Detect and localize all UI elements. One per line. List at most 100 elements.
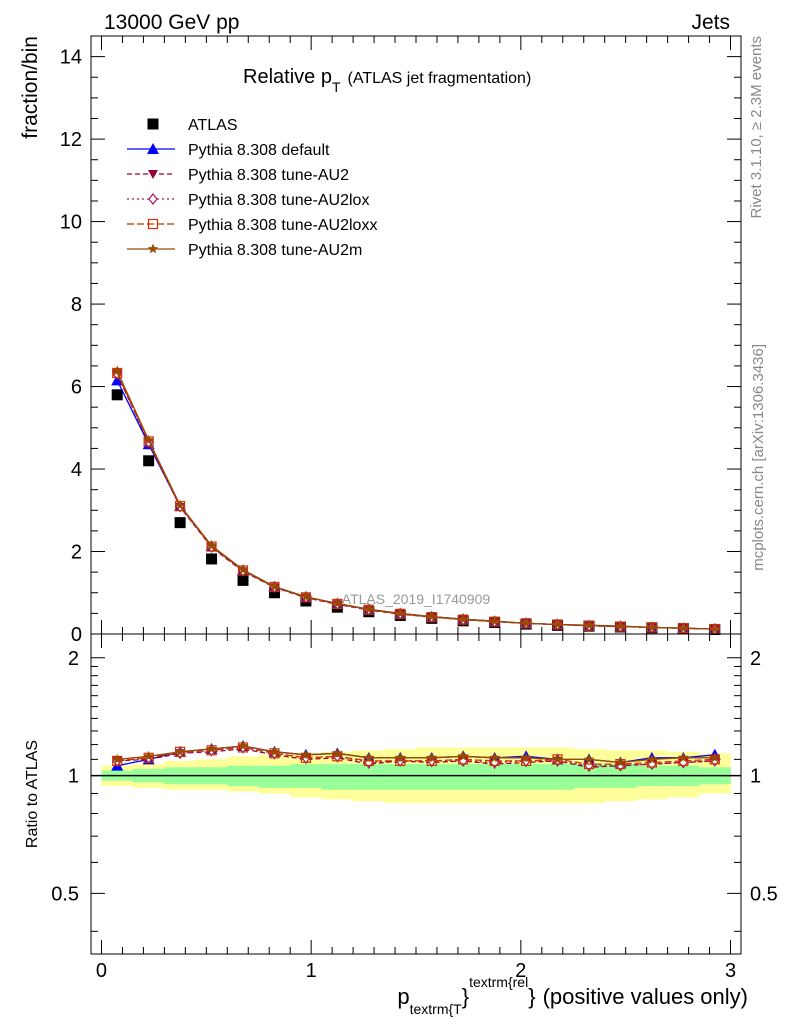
star-marker — [552, 753, 563, 764]
rivet-version-label: Rivet 3.1.10, ≥ 2.3M events — [748, 36, 765, 219]
title-suffix: (ATLAS jet fragmentation) — [348, 70, 532, 87]
star-marker — [300, 749, 312, 760]
mcplots-label: mcplots.cern.ch [arXiv:1306.3436] — [750, 344, 767, 571]
star-marker — [174, 499, 186, 510]
star-marker — [520, 752, 532, 763]
x-label-sup: textrm{rel — [469, 974, 528, 990]
ratio-y-tick-label-left: 0.5 — [51, 883, 79, 905]
main-axes: 0 2 4 6 8 10 12 14 — [60, 36, 741, 646]
star-marker — [143, 750, 154, 761]
series-line — [116, 370, 715, 630]
legend-entry: Pythia 8.308 tune-AU2 — [127, 167, 349, 184]
star-marker — [363, 603, 375, 614]
process-label: Jets — [691, 11, 730, 34]
star-marker — [615, 757, 626, 767]
ratio-band-inner-bin — [416, 764, 448, 790]
square-open-marker — [147, 218, 159, 230]
star-marker — [269, 581, 280, 591]
series-line — [116, 372, 715, 630]
star-marker — [174, 746, 186, 757]
square-marker — [143, 455, 155, 467]
x-tick-label: 2 — [515, 960, 526, 982]
legend-label: Pythia 8.308 tune-AU2 — [188, 167, 349, 184]
main-y-tick-label: 6 — [71, 377, 82, 399]
legend-label: ATLAS — [188, 117, 238, 134]
ratio-band-inner-bin — [258, 765, 291, 788]
star-marker — [363, 752, 375, 763]
x-tick-label: 1 — [306, 960, 317, 982]
star-marker — [143, 434, 154, 445]
diamond-marker — [148, 193, 158, 205]
main-y-tick-label: 14 — [60, 47, 82, 69]
triangle-down-marker — [148, 170, 158, 179]
ratio-y-tick-label-left: 1 — [68, 766, 79, 788]
legend: ATLAS Pythia 8.308 default Pythia 8.308 tu… — [127, 117, 377, 259]
square-marker — [206, 553, 218, 565]
ratio-series-4 — [112, 740, 720, 767]
series-5 — [112, 365, 720, 634]
star-marker — [709, 623, 720, 634]
analysis-label: ATLAS_2019_I1740909 — [342, 591, 491, 607]
title-main: Relative p — [243, 66, 332, 88]
main-title: Relative pT (ATLAS jet fragmentation) — [243, 66, 531, 95]
legend-entry: Pythia 8.308 tune-AU2lox — [127, 192, 369, 209]
x-label-main: p — [397, 984, 409, 1009]
ratio-band-inner — [101, 764, 731, 790]
ratio-band-inner-bin — [541, 764, 574, 790]
ratio-y-tick-label-right: 1 — [750, 766, 761, 788]
ratio-band-inner-bin — [447, 764, 480, 790]
x-tick-label: 3 — [725, 960, 736, 982]
legend-entry: ATLAS — [147, 117, 238, 134]
x-axis-label: ptextrm{T}textrm{rel} (positive values on… — [397, 974, 748, 1017]
ratio-series-line — [117, 748, 715, 768]
square-marker — [174, 517, 186, 529]
main-y-tick-label: 10 — [60, 212, 82, 234]
legend-label: Pythia 8.308 tune-AU2lox — [188, 192, 369, 209]
star-marker — [395, 752, 406, 763]
legend-entry: Pythia 8.308 default — [127, 142, 330, 159]
ratio-band-inner-bin — [510, 764, 543, 790]
star-marker — [646, 621, 658, 632]
star-marker — [206, 540, 217, 551]
main-curves — [111, 365, 721, 636]
star-marker — [457, 613, 469, 624]
star-marker — [583, 753, 595, 764]
main-y-tick-label: 2 — [71, 542, 82, 564]
triangle-marker — [147, 143, 159, 154]
legend-entry: Pythia 8.308 tune-AU2m — [127, 242, 362, 259]
title-subscript: T — [332, 79, 341, 95]
ratio-band-inner-bin — [384, 764, 417, 790]
ratio-y-tick-label-right: 0.5 — [750, 883, 778, 905]
main-y-tick-label: 8 — [71, 294, 82, 316]
x-label-brace-mid: } — [462, 984, 469, 1009]
square-marker — [147, 118, 159, 130]
main-panel: 0 2 4 6 8 10 12 14 ATLAS_2019_I1740909 fraction… — [19, 35, 742, 646]
legend-label: Pythia 8.308 tune-AU2loxx — [188, 217, 377, 234]
star-marker — [147, 243, 159, 254]
star-marker — [300, 591, 312, 602]
star-marker — [332, 598, 343, 608]
star-marker — [206, 743, 217, 754]
square-marker — [111, 389, 123, 401]
star-marker — [269, 746, 280, 757]
collision-energy-label: 13000 GeV pp — [104, 11, 239, 34]
ratio-series-line — [117, 746, 715, 765]
star-marker — [646, 753, 658, 764]
ratio-y-axis-label: Ratio to ATLAS — [24, 740, 41, 848]
x-label-suffix: (positive values only) — [543, 984, 748, 1009]
star-marker — [457, 750, 469, 761]
ratio-band-inner-bin — [321, 764, 354, 790]
ratio-panel: 0.5 0.5 1 1 2 2 0 1 2 3 Ratio to ATLAS ptextrm{T}… — [24, 633, 778, 1017]
star-marker — [395, 607, 406, 618]
legend-entry: Pythia 8.308 tune-AU2loxx — [127, 217, 377, 234]
star-marker — [678, 752, 689, 763]
star-marker — [237, 564, 249, 575]
ratio-y-tick-label-right: 2 — [750, 648, 761, 670]
star-marker — [552, 619, 563, 629]
main-y-tick-label: 0 — [71, 624, 82, 646]
x-label-brace-end: } — [528, 984, 535, 1009]
square-marker — [237, 574, 249, 586]
ratio-bands — [91, 747, 741, 804]
star-marker — [489, 615, 500, 626]
